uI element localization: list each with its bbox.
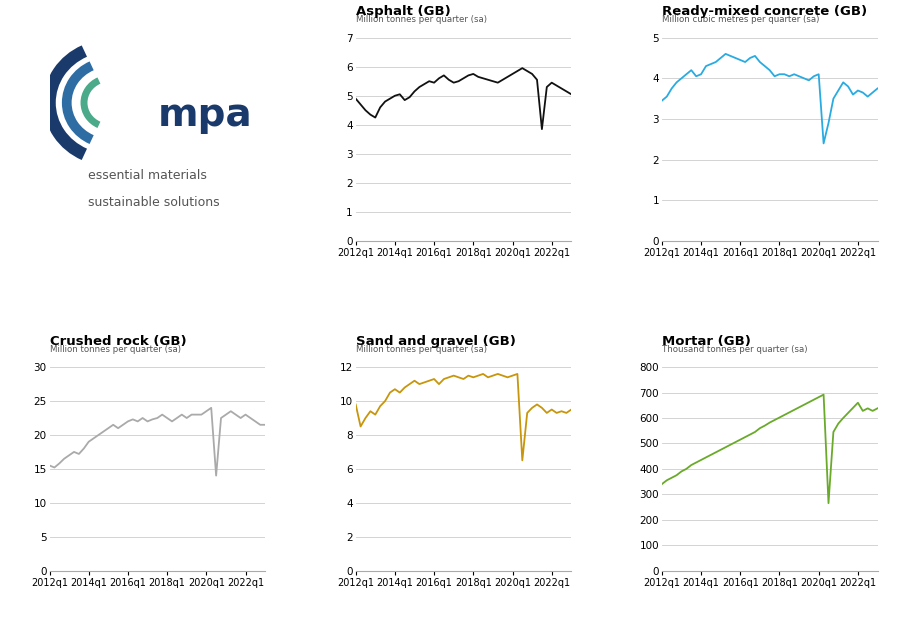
Text: Million cubic metres per quarter (sa): Million cubic metres per quarter (sa) [662,16,819,24]
Text: Million tonnes per quarter (sa): Million tonnes per quarter (sa) [50,345,181,354]
Text: Asphalt (GB): Asphalt (GB) [356,6,450,18]
Text: Thousand tonnes per quarter (sa): Thousand tonnes per quarter (sa) [662,345,807,354]
Text: Crushed rock (GB): Crushed rock (GB) [50,335,186,348]
Text: Sand and gravel (GB): Sand and gravel (GB) [356,335,516,348]
Text: Million tonnes per quarter (sa): Million tonnes per quarter (sa) [356,345,487,354]
Text: sustainable solutions: sustainable solutions [88,196,220,209]
Text: essential materials: essential materials [88,169,207,182]
Text: Ready-mixed concrete (GB): Ready-mixed concrete (GB) [662,6,867,18]
Text: Mortar (GB): Mortar (GB) [662,335,751,348]
Text: mpa: mpa [158,96,252,134]
Text: Million tonnes per quarter (sa): Million tonnes per quarter (sa) [356,16,487,24]
